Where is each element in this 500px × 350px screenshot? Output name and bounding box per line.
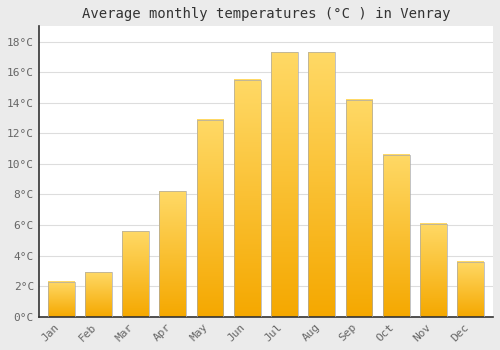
Bar bbox=[234, 80, 260, 317]
Bar bbox=[420, 224, 447, 317]
Bar bbox=[383, 155, 409, 317]
Bar bbox=[458, 262, 484, 317]
Bar bbox=[271, 52, 298, 317]
Title: Average monthly temperatures (°C ) in Venray: Average monthly temperatures (°C ) in Ve… bbox=[82, 7, 450, 21]
Bar bbox=[308, 52, 335, 317]
Bar bbox=[196, 120, 224, 317]
Bar bbox=[85, 272, 112, 317]
Bar bbox=[346, 100, 372, 317]
Bar bbox=[122, 231, 149, 317]
Bar bbox=[48, 282, 74, 317]
Bar bbox=[160, 191, 186, 317]
